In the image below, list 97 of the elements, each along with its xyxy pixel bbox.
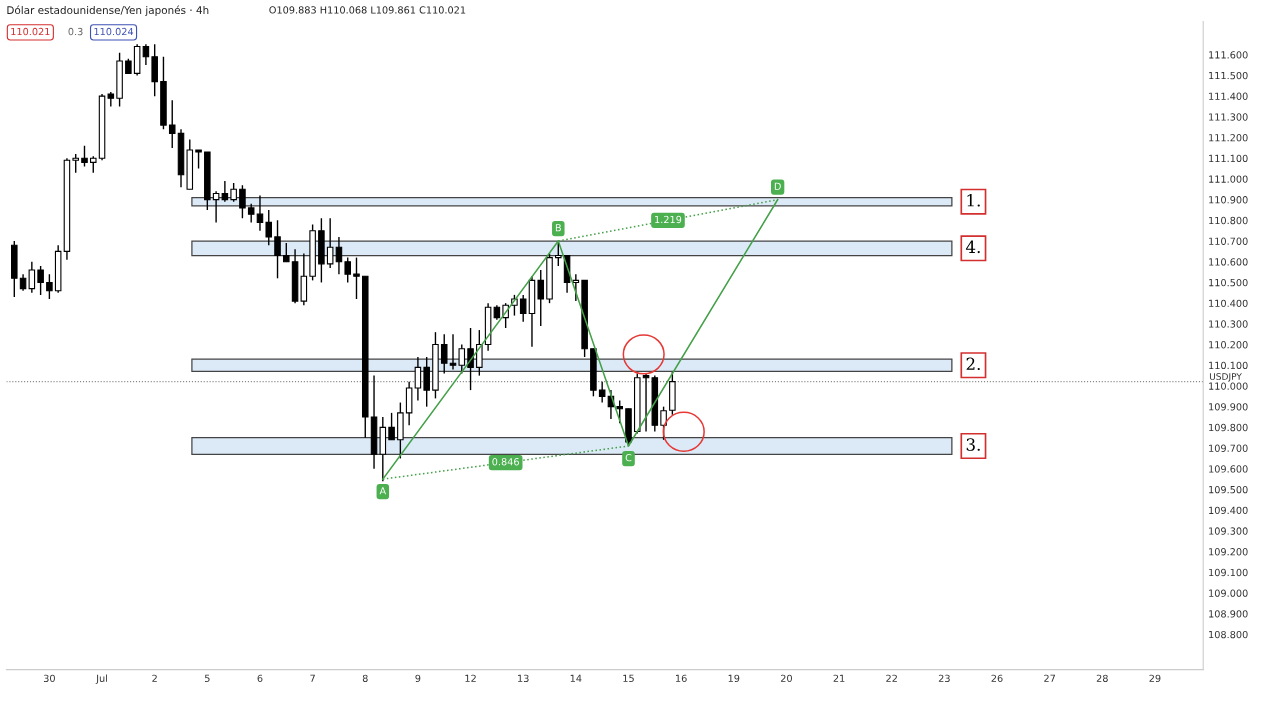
x-tick-label: 14 [570, 674, 582, 682]
y-tick-label: 111.500 [1209, 71, 1248, 80]
y-tick-label: 110.700 [1209, 237, 1248, 245]
x-tick-label: 12 [465, 674, 476, 682]
candlestick [72, 153, 79, 174]
candlestick [519, 294, 527, 323]
band-label: 4. [965, 240, 980, 254]
candlestick [46, 273, 53, 300]
candlestick [195, 149, 202, 170]
candlestick [274, 219, 281, 280]
y-tick-label: 111.000 [1209, 175, 1248, 183]
x-tick-label: 22 [886, 674, 897, 682]
y-tick-label: 108.900 [1209, 610, 1248, 618]
y-tick-label: 111.400 [1209, 92, 1248, 100]
x-tick-label: 23 [938, 674, 950, 682]
candlestick [28, 261, 36, 294]
y-tick-label: 108.800 [1209, 630, 1248, 639]
x-tick-label: 19 [728, 674, 740, 682]
y-tick-label: 110.900 [1209, 196, 1248, 204]
x-tick-label: 5 [204, 674, 210, 682]
annotation: 110.024 [94, 27, 134, 36]
y-tick-label: 111.100 [1209, 154, 1248, 163]
x-tick-label: 2 [152, 674, 157, 682]
y-tick-label: 111.600 [1209, 51, 1248, 59]
candlestick [616, 399, 623, 424]
annotation: 0.846 [492, 458, 519, 466]
candlestick [283, 242, 290, 263]
y-tick-label: 110.100 [1209, 361, 1248, 370]
annotation: B [555, 224, 561, 232]
y-tick-label: 109.500 [1209, 485, 1248, 494]
y-tick-label: 110.800 [1209, 216, 1248, 225]
band-label: 3. [966, 438, 980, 451]
annotation: C [625, 453, 632, 462]
annotation: 110.021 [11, 27, 50, 36]
x-tick-label: 7 [310, 674, 315, 682]
x-tick-label: 27 [1044, 674, 1056, 682]
y-tick-label: 109.200 [1209, 548, 1248, 556]
x-tick-label: 29 [1149, 674, 1161, 682]
x-tick-label: 28 [1096, 674, 1108, 682]
candlestick [353, 256, 360, 300]
candlestick [239, 184, 246, 219]
x-tick-label: Jul [95, 674, 107, 684]
chart-subtitle: O109.883 H110.068 L109.861 C110.021 [269, 6, 466, 14]
band-label: 1. [967, 193, 980, 207]
candlestick [440, 333, 448, 375]
x-tick-label: 16 [676, 674, 687, 682]
candlestick [247, 203, 255, 224]
candlestick [423, 356, 430, 408]
y-tick-label: 109.400 [1209, 506, 1248, 515]
x-tick-label: 30 [43, 674, 55, 682]
annotation: 0.3 [68, 27, 83, 36]
x-tick-label: 20 [780, 674, 792, 682]
band-label: 2. [966, 357, 980, 371]
y-tick-label: 111.300 [1209, 113, 1248, 121]
y-tick-label: 110.300 [1209, 320, 1248, 328]
x-tick-label: 21 [833, 674, 845, 682]
candlestick [256, 194, 264, 232]
y-tick-label: 109.900 [1209, 403, 1248, 411]
y-tick-label: 110.400 [1209, 299, 1248, 307]
candlestick [414, 356, 422, 402]
x-tick-label: 8 [362, 674, 368, 682]
annotation: 1.219 [655, 215, 682, 224]
candlestick [598, 381, 606, 404]
x-tick-label: 13 [518, 674, 529, 682]
y-tick-label: 109.800 [1209, 423, 1248, 432]
annotation: A [379, 487, 387, 495]
y-tick-label: 110.000 [1209, 382, 1248, 390]
x-tick-label: 9 [415, 674, 421, 682]
candlestick [81, 145, 88, 168]
chart-title: Dólar estadounidense/Yen japonés · 4h [7, 5, 209, 17]
x-tick-label: 6 [257, 674, 263, 682]
candlestick [642, 372, 650, 433]
candlestick [449, 333, 457, 371]
candlestick [467, 327, 474, 391]
y-tick-label: 109.100 [1209, 568, 1248, 577]
y-tick-label: 109.000 [1209, 589, 1248, 597]
candlestick [388, 412, 395, 441]
y-tick-label: 109.600 [1209, 465, 1248, 473]
y-tick-label: 109.700 [1209, 444, 1248, 452]
y-tick-label: 110.200 [1209, 341, 1248, 349]
candlestick [168, 99, 176, 149]
ref-line-label: USDJPY [1209, 373, 1242, 382]
candlestick [344, 256, 351, 284]
candlestick [230, 182, 237, 203]
candlestick [572, 273, 580, 302]
annotation: D [774, 182, 781, 190]
candlestick [537, 269, 545, 327]
x-tick-label: 26 [991, 674, 1003, 682]
y-tick-label: 109.300 [1209, 527, 1248, 535]
candlestick [37, 265, 44, 296]
candlestick [326, 217, 334, 269]
candlestick [265, 209, 273, 246]
candlestick [476, 329, 483, 377]
y-tick-label: 111.200 [1209, 134, 1248, 142]
x-tick-label: 15 [623, 674, 634, 682]
y-tick-label: 110.600 [1209, 258, 1248, 266]
y-tick-label: 110.500 [1209, 278, 1248, 287]
